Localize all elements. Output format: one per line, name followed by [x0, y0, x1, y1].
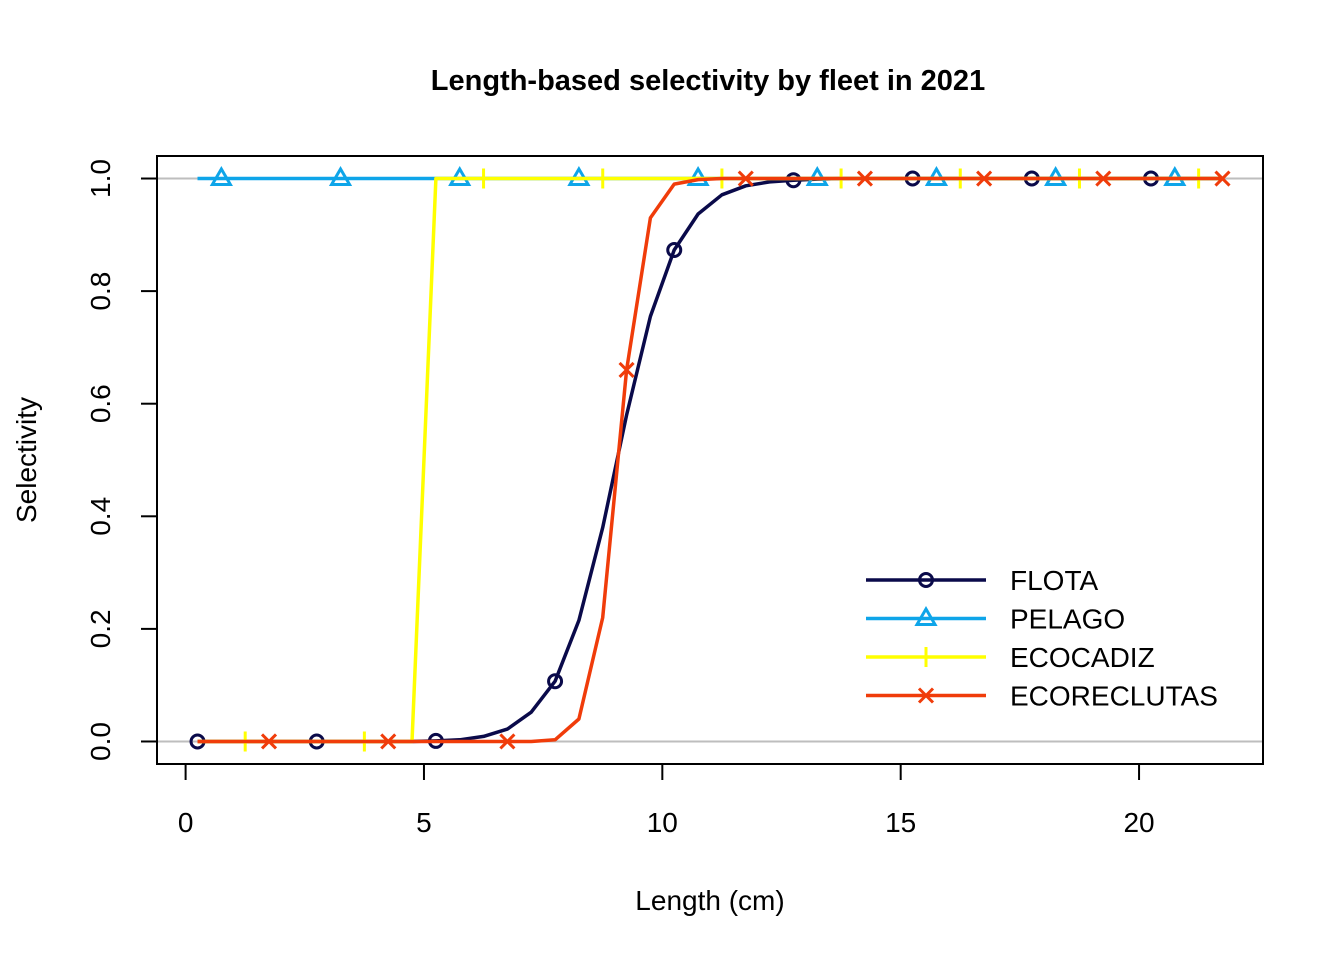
legend-label: PELAGO	[1010, 604, 1125, 635]
legend: FLOTA PELAGO ECOCADIZ ECORECLUTAS	[866, 565, 1218, 712]
legend-item-flota: FLOTA	[866, 565, 1098, 596]
chart-title: Length-based selectivity by fleet in 202…	[431, 65, 985, 97]
x-axis: 0 5 10 15 20	[178, 763, 1155, 838]
x-tick-label: 20	[1123, 807, 1154, 838]
legend-marker	[914, 606, 938, 626]
data-point-flota	[666, 242, 683, 259]
data-point-ecoreclutas	[618, 361, 635, 378]
y-axis-label: Selectivity	[11, 397, 42, 523]
data-point-ecoreclutas	[737, 170, 754, 187]
legend-label: ECORECLUTAS	[1010, 681, 1218, 712]
y-tick-label: 0.4	[85, 497, 116, 536]
data-point-ecoreclutas	[380, 733, 397, 750]
data-point-flota	[547, 673, 564, 690]
x-tick-label: 10	[647, 807, 678, 838]
series-layer	[189, 166, 1231, 752]
data-point-pelago	[328, 166, 353, 187]
data-point-ecocadiz	[473, 168, 494, 189]
y-tick-label: 0.0	[85, 722, 116, 761]
series-ecoreclutas	[197, 170, 1231, 750]
data-point-ecoreclutas	[976, 170, 993, 187]
x-axis-label: Length (cm)	[635, 885, 784, 916]
y-tick-label: 0.6	[85, 384, 116, 423]
y-tick-label: 0.2	[85, 609, 116, 648]
x-tick-label: 0	[178, 807, 194, 838]
legend-marker	[917, 687, 935, 704]
x-tick-label: 5	[416, 807, 432, 838]
x-tick-label: 15	[885, 807, 916, 838]
data-point-ecoreclutas	[499, 733, 516, 750]
data-point-ecocadiz	[592, 168, 613, 189]
data-point-ecoreclutas	[260, 733, 278, 750]
legend-item-pelago: PELAGO	[866, 604, 1125, 635]
y-axis: 0.0 0.2 0.4 0.6 0.8 1.0	[85, 159, 158, 761]
legend-label: FLOTA	[1010, 565, 1098, 596]
series-line-ecoreclutas	[197, 176, 1223, 744]
legend-item-ecoreclutas: ECORECLUTAS	[866, 681, 1218, 712]
data-point-ecoreclutas	[856, 170, 873, 187]
data-point-pelago	[209, 166, 233, 187]
y-tick-label: 0.8	[85, 272, 116, 311]
legend-item-ecocadiz: ECOCADIZ	[866, 642, 1155, 673]
legend-marker	[916, 647, 936, 667]
legend-marker	[918, 572, 934, 588]
data-point-ecoreclutas	[1095, 170, 1112, 187]
legend-label: ECOCADIZ	[1010, 642, 1155, 673]
y-tick-label: 1.0	[85, 159, 116, 198]
data-point-ecoreclutas	[1214, 170, 1231, 187]
